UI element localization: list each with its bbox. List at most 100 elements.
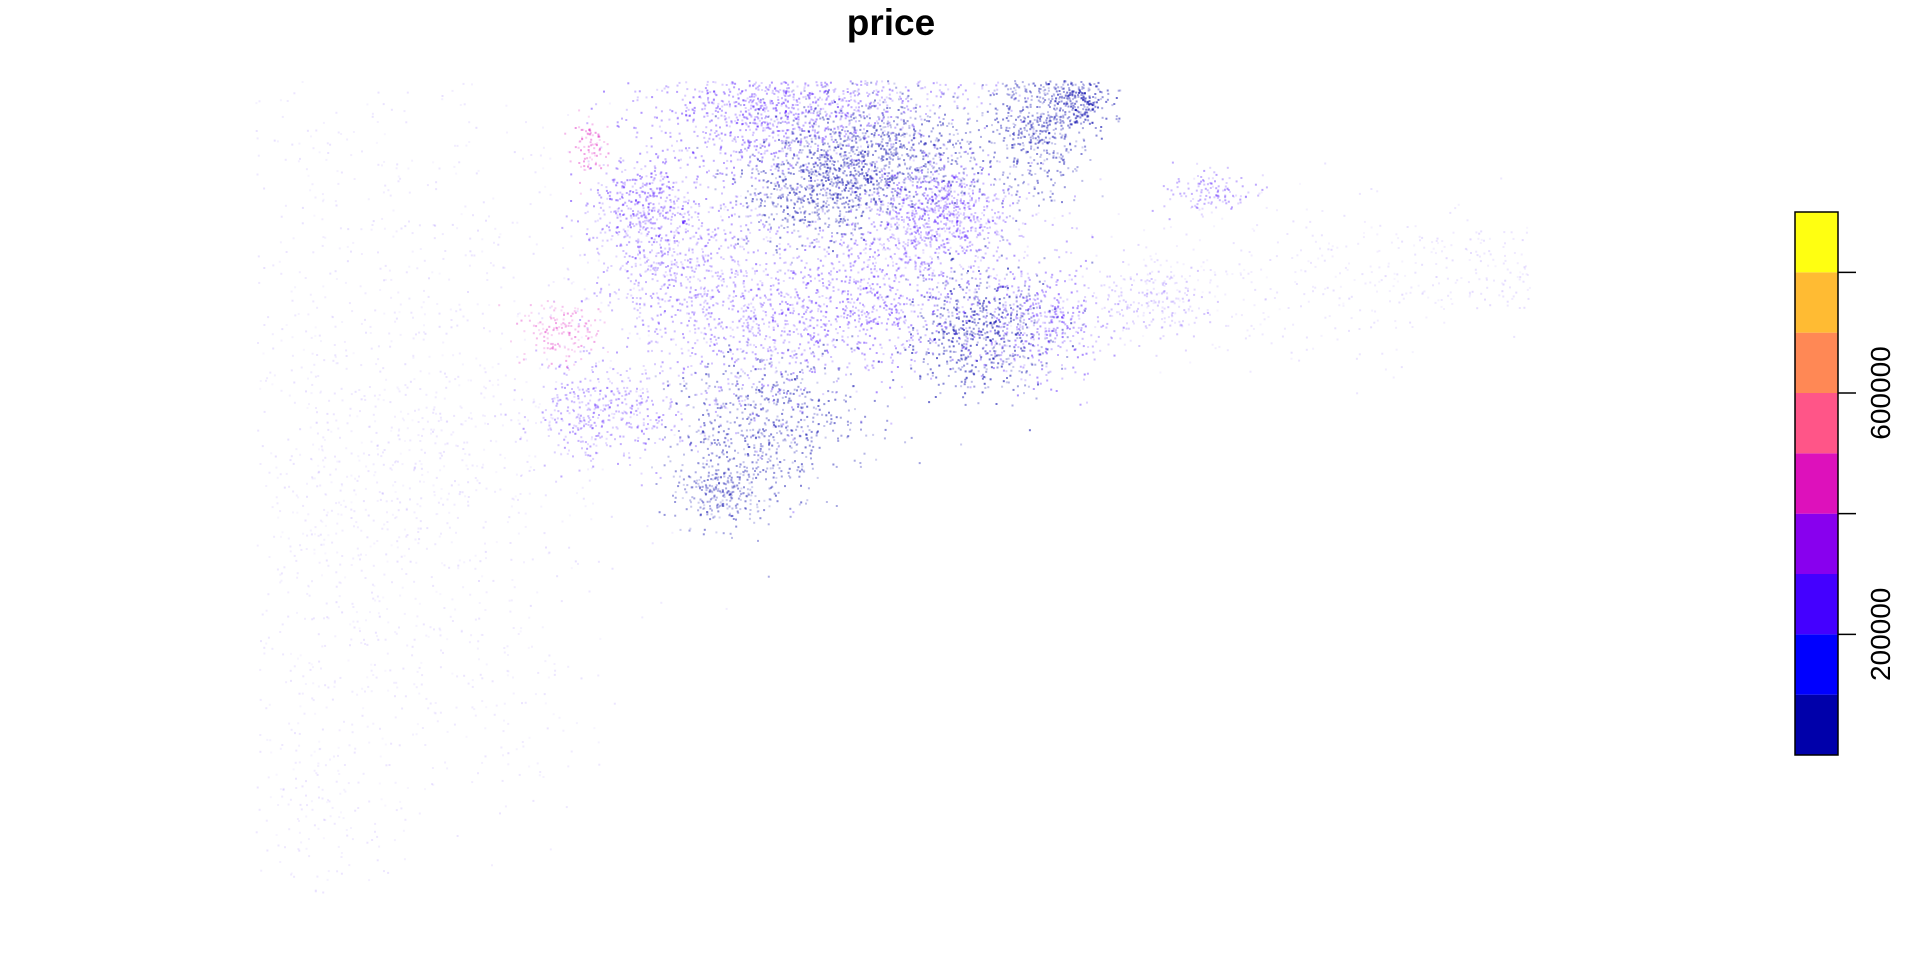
price-point [798,97,801,100]
price-point [1045,374,1048,376]
price-point [871,283,874,286]
price-point [696,135,699,138]
price-point [955,309,958,312]
price-point [913,129,916,132]
price-point [1013,157,1016,160]
price-point [872,183,875,186]
price-point [1025,298,1028,301]
price-point [809,221,812,224]
price-point [751,93,754,96]
price-point [818,216,820,219]
price-point [735,150,738,153]
price-point [946,125,949,127]
price-point [949,320,952,323]
price-point [1045,129,1047,132]
price-point [1027,162,1030,164]
price-point [1018,115,1021,118]
price-point [782,173,785,176]
price-point [773,120,776,123]
price-point [827,217,830,220]
price-point [786,220,789,223]
price-point [845,126,848,128]
price-point [857,198,860,200]
price-point [726,103,728,106]
price-point [747,125,750,128]
price-point [784,111,787,114]
price-point [773,92,776,95]
price-point [812,163,815,166]
price-point [769,169,772,171]
price-point [908,178,911,181]
price-point [1062,314,1065,317]
price-point [920,208,923,211]
price-point [845,223,848,226]
price-point [838,169,841,172]
price-point [1063,340,1066,343]
price-point [871,292,873,295]
price-point [958,336,961,339]
price-point [810,151,812,154]
price-point [829,240,832,243]
price-point [822,118,825,121]
price-point [1003,344,1006,347]
price-point [1016,84,1019,86]
price-point [1074,121,1077,124]
price-point [916,229,919,232]
price-point [816,193,819,196]
price-point [969,386,972,389]
price-point [787,95,790,97]
price-point [741,90,743,93]
price-point [895,133,898,136]
price-point [1036,320,1039,323]
price-point [853,126,856,129]
price-point [919,236,922,239]
price-point [922,224,925,227]
price-point [1019,303,1022,306]
price-point [1049,101,1052,104]
price-point [918,177,921,180]
price-point [996,317,998,320]
price-point [856,180,859,183]
price-point [809,125,812,128]
price-point [913,213,916,216]
price-point [808,143,811,146]
price-point [1067,83,1069,86]
price-point [1051,116,1054,118]
price-point [866,282,869,285]
price-point [1027,308,1030,310]
price-point [1040,162,1043,165]
price-point [905,189,908,192]
price-point [1018,370,1021,373]
price-point [1072,326,1075,329]
price-point [777,134,780,137]
price-point [882,122,885,125]
price-point [998,132,1001,135]
price-point [983,299,985,302]
price-point [1036,274,1039,277]
price-point [1047,340,1050,343]
price-point [931,272,934,275]
price-point [971,364,974,367]
price-point [971,310,974,313]
price-point [749,122,752,124]
price-point [923,151,926,154]
price-point [752,122,755,125]
price-point [878,213,881,216]
price-point [1006,93,1009,96]
price-point [1055,332,1058,334]
price-point [1032,336,1035,339]
price-point [894,174,896,177]
price-point [848,123,851,126]
price-point [785,92,787,95]
price-point [834,168,836,171]
price-point [886,322,888,325]
price-point [918,217,921,220]
price-point [782,81,785,84]
price-point [851,82,854,85]
price-point [798,151,801,154]
price-point [788,163,791,165]
price-point [1063,80,1066,82]
price-point [963,342,966,345]
price-point [829,168,832,171]
price-point [936,124,939,127]
